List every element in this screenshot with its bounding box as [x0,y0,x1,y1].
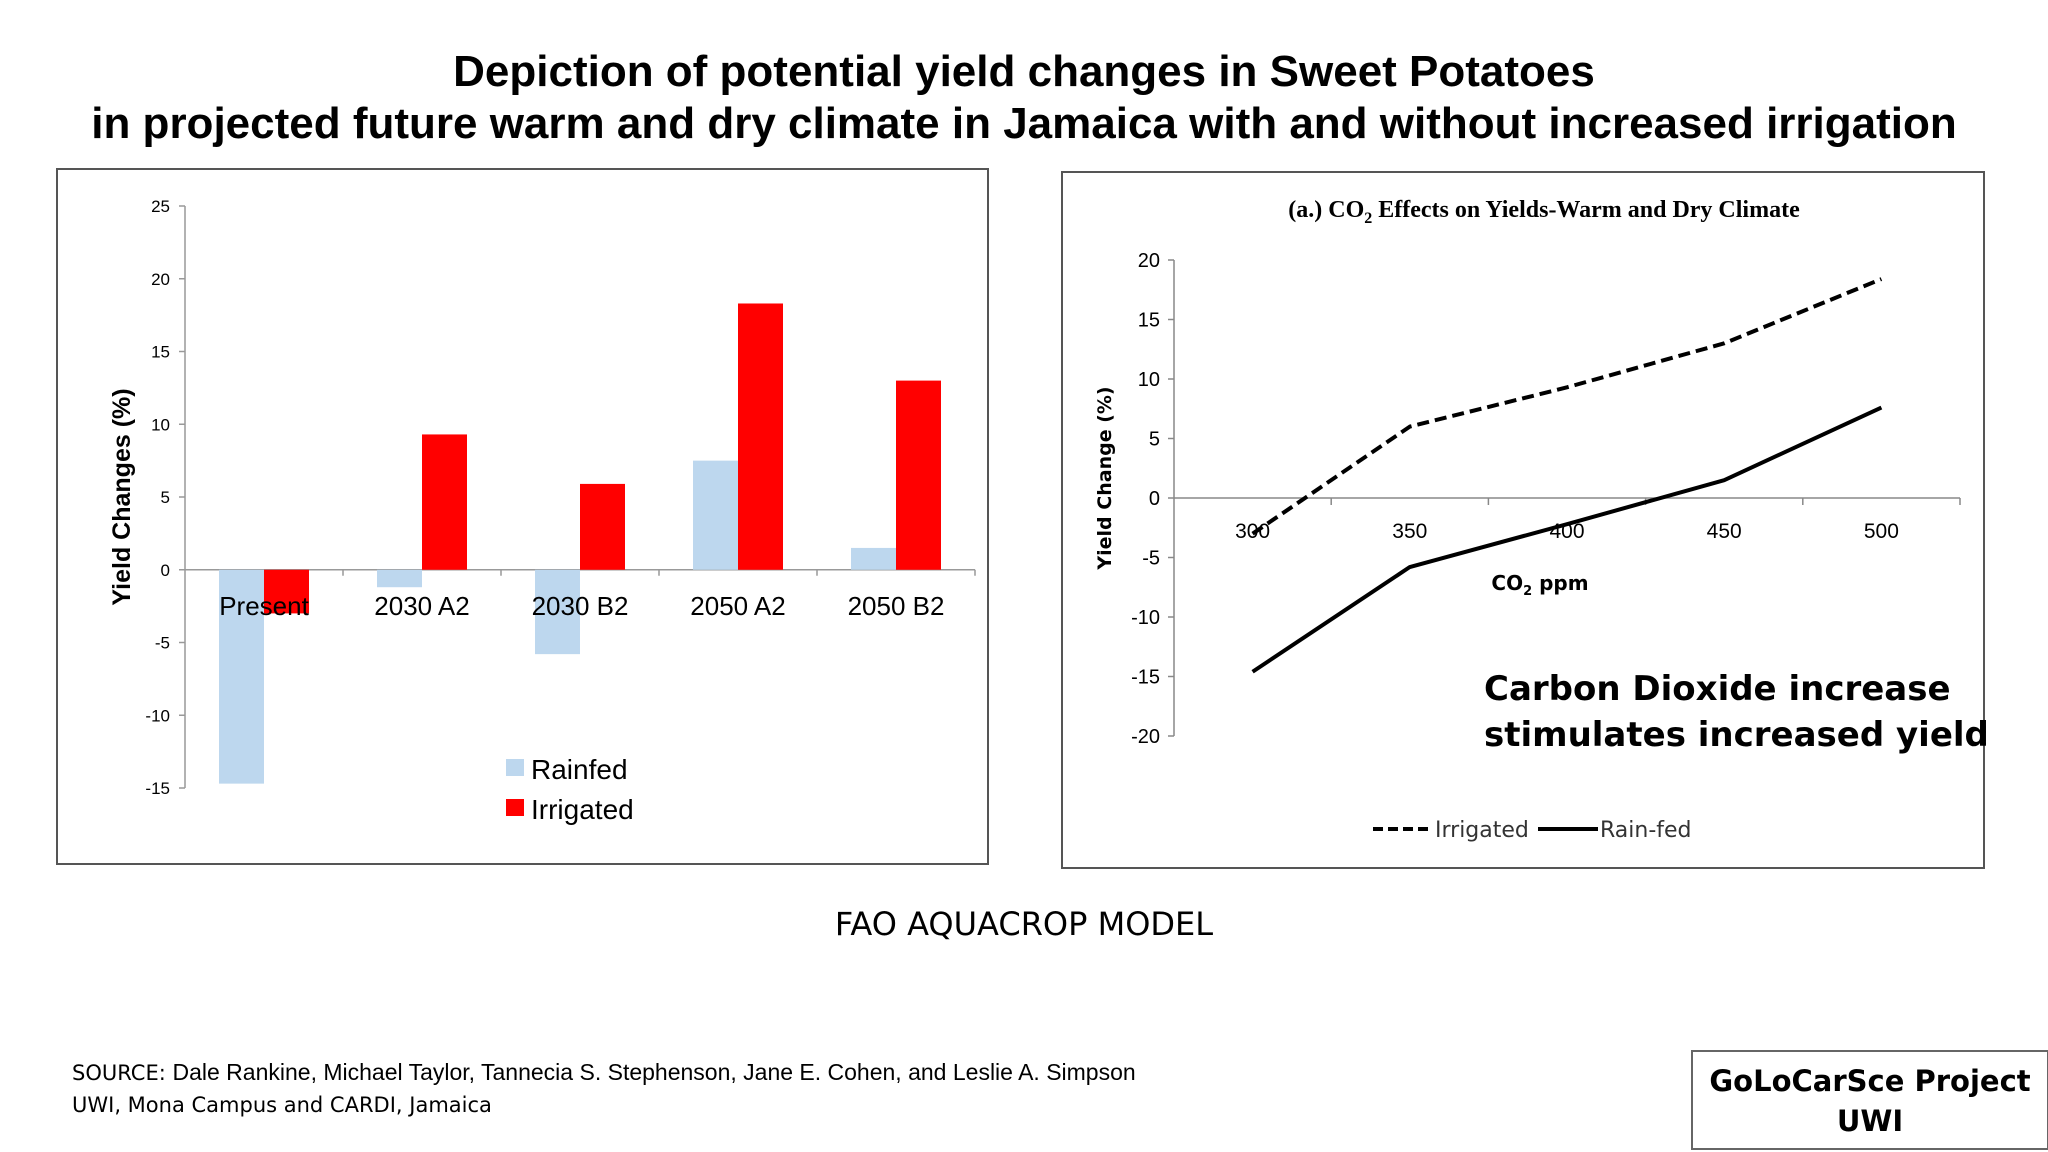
line-chart-panel: (a.) CO2 Effects on Yields-Warm and Dry … [1061,171,1985,869]
line-chart: (a.) CO2 Effects on Yields-Warm and Dry … [1094,197,1961,843]
bar-irrigated-2050-b2 [896,380,941,570]
y-tick-label: 15 [1138,310,1160,332]
model-caption: FAO AQUACROP MODEL [834,905,1214,943]
project-org: UWI [1836,1104,1904,1138]
source-institution: UWI, Mona Campus and CARDI, Jamaica [72,1093,492,1117]
bar-irrigated-2030-a2 [422,434,467,570]
bar-rainfed-present [219,569,264,784]
line-chart-title: (a.) CO2 Effects on Yields-Warm and Dry … [1288,197,1800,227]
y-tick-label: 0 [161,561,170,580]
series-line-rain-fed [1251,405,1883,674]
y-tick-label: 25 [151,197,170,216]
x-tick-label-2050-a2: 2050 A2 [690,591,785,621]
bar-rainfed-2030-b2 [535,569,580,655]
bar-rainfed-2050-b2 [851,547,896,570]
y-tick-label: 0 [1149,488,1160,510]
x-tick-label-450: 450 [1707,520,1742,543]
y-tick-label: -10 [1131,607,1160,629]
y-tick-label: 10 [151,415,170,434]
legend-swatch-irrigated [506,799,524,816]
y-tick-label: 20 [1138,250,1160,272]
series-line-irrigated [1251,277,1883,536]
bar-rainfed-2050-a2 [693,460,738,570]
chart-title-line1: Depiction of potential yield changes in … [453,47,1595,96]
project-box: GoLoCarSce Project UWI [1691,1050,2048,1150]
y-axis-title: Yield Change (%) [1094,386,1116,570]
x-tick-label-350: 350 [1392,520,1427,543]
source-authors: Dale Rankine, Michael Taylor, Tannecia S… [172,1059,1136,1085]
y-tick-label: 10 [1138,369,1160,391]
chart-title-line2: in projected future warm and dry climate… [91,99,1957,148]
project-name: GoLoCarSce Project [1709,1064,2031,1098]
bar-chart-panel: 25 20 15 10 5 0 -5 -10 -15 Yield Changes (%) Prese… [56,168,989,865]
y-tick-label: -10 [145,706,170,725]
bar-chart: 25 20 15 10 5 0 -5 -10 -15 Yield Changes (%) Prese… [108,197,976,825]
y-tick-label: 15 [151,343,170,362]
bar-rainfed-2030-a2 [377,569,422,588]
x-tick-label-2030-a2: 2030 A2 [374,591,469,621]
y-tick-label: 20 [151,270,170,289]
y-tick-label: -5 [155,634,170,653]
legend-label-irrigated: Irrigated [1435,818,1529,843]
y-tick-label: -20 [1131,726,1160,748]
legend-label-irrigated: Irrigated [531,794,634,825]
bar-irrigated-2050-a2 [738,303,783,570]
y-tick-label: -15 [145,779,170,798]
legend-swatch-rainfed [506,759,524,776]
bar-irrigated-present [264,569,309,614]
annotation-line2: stimulates increased yield [1484,715,1989,755]
legend-label-rainfed: Rainfed [531,754,628,785]
source-prefix: SOURCE: [72,1061,166,1085]
legend-label-rain-fed: Rain-fed [1600,818,1692,843]
x-axis-title: CO2 ppm [1491,571,1588,599]
co2-annotation: Carbon Dioxide increase stimulates incre… [1484,666,1989,758]
y-tick-label: 5 [161,488,170,507]
y-axis-title: Yield Changes (%) [108,388,136,605]
source-citation: SOURCE: Dale Rankine, Michael Taylor, Ta… [72,1056,1136,1121]
x-tick-label-2030-b2: 2030 B2 [532,591,629,621]
x-tick-label-500: 500 [1864,520,1899,543]
x-tick-label-2050-b2: 2050 B2 [848,591,945,621]
y-tick-label: 5 [1149,429,1160,451]
y-tick-label: -15 [1131,667,1160,689]
bar-irrigated-2030-b2 [580,483,625,570]
x-tick-label-present: Present [219,591,309,621]
y-tick-label: -5 [1142,548,1160,570]
annotation-line1: Carbon Dioxide increase [1484,669,1951,709]
